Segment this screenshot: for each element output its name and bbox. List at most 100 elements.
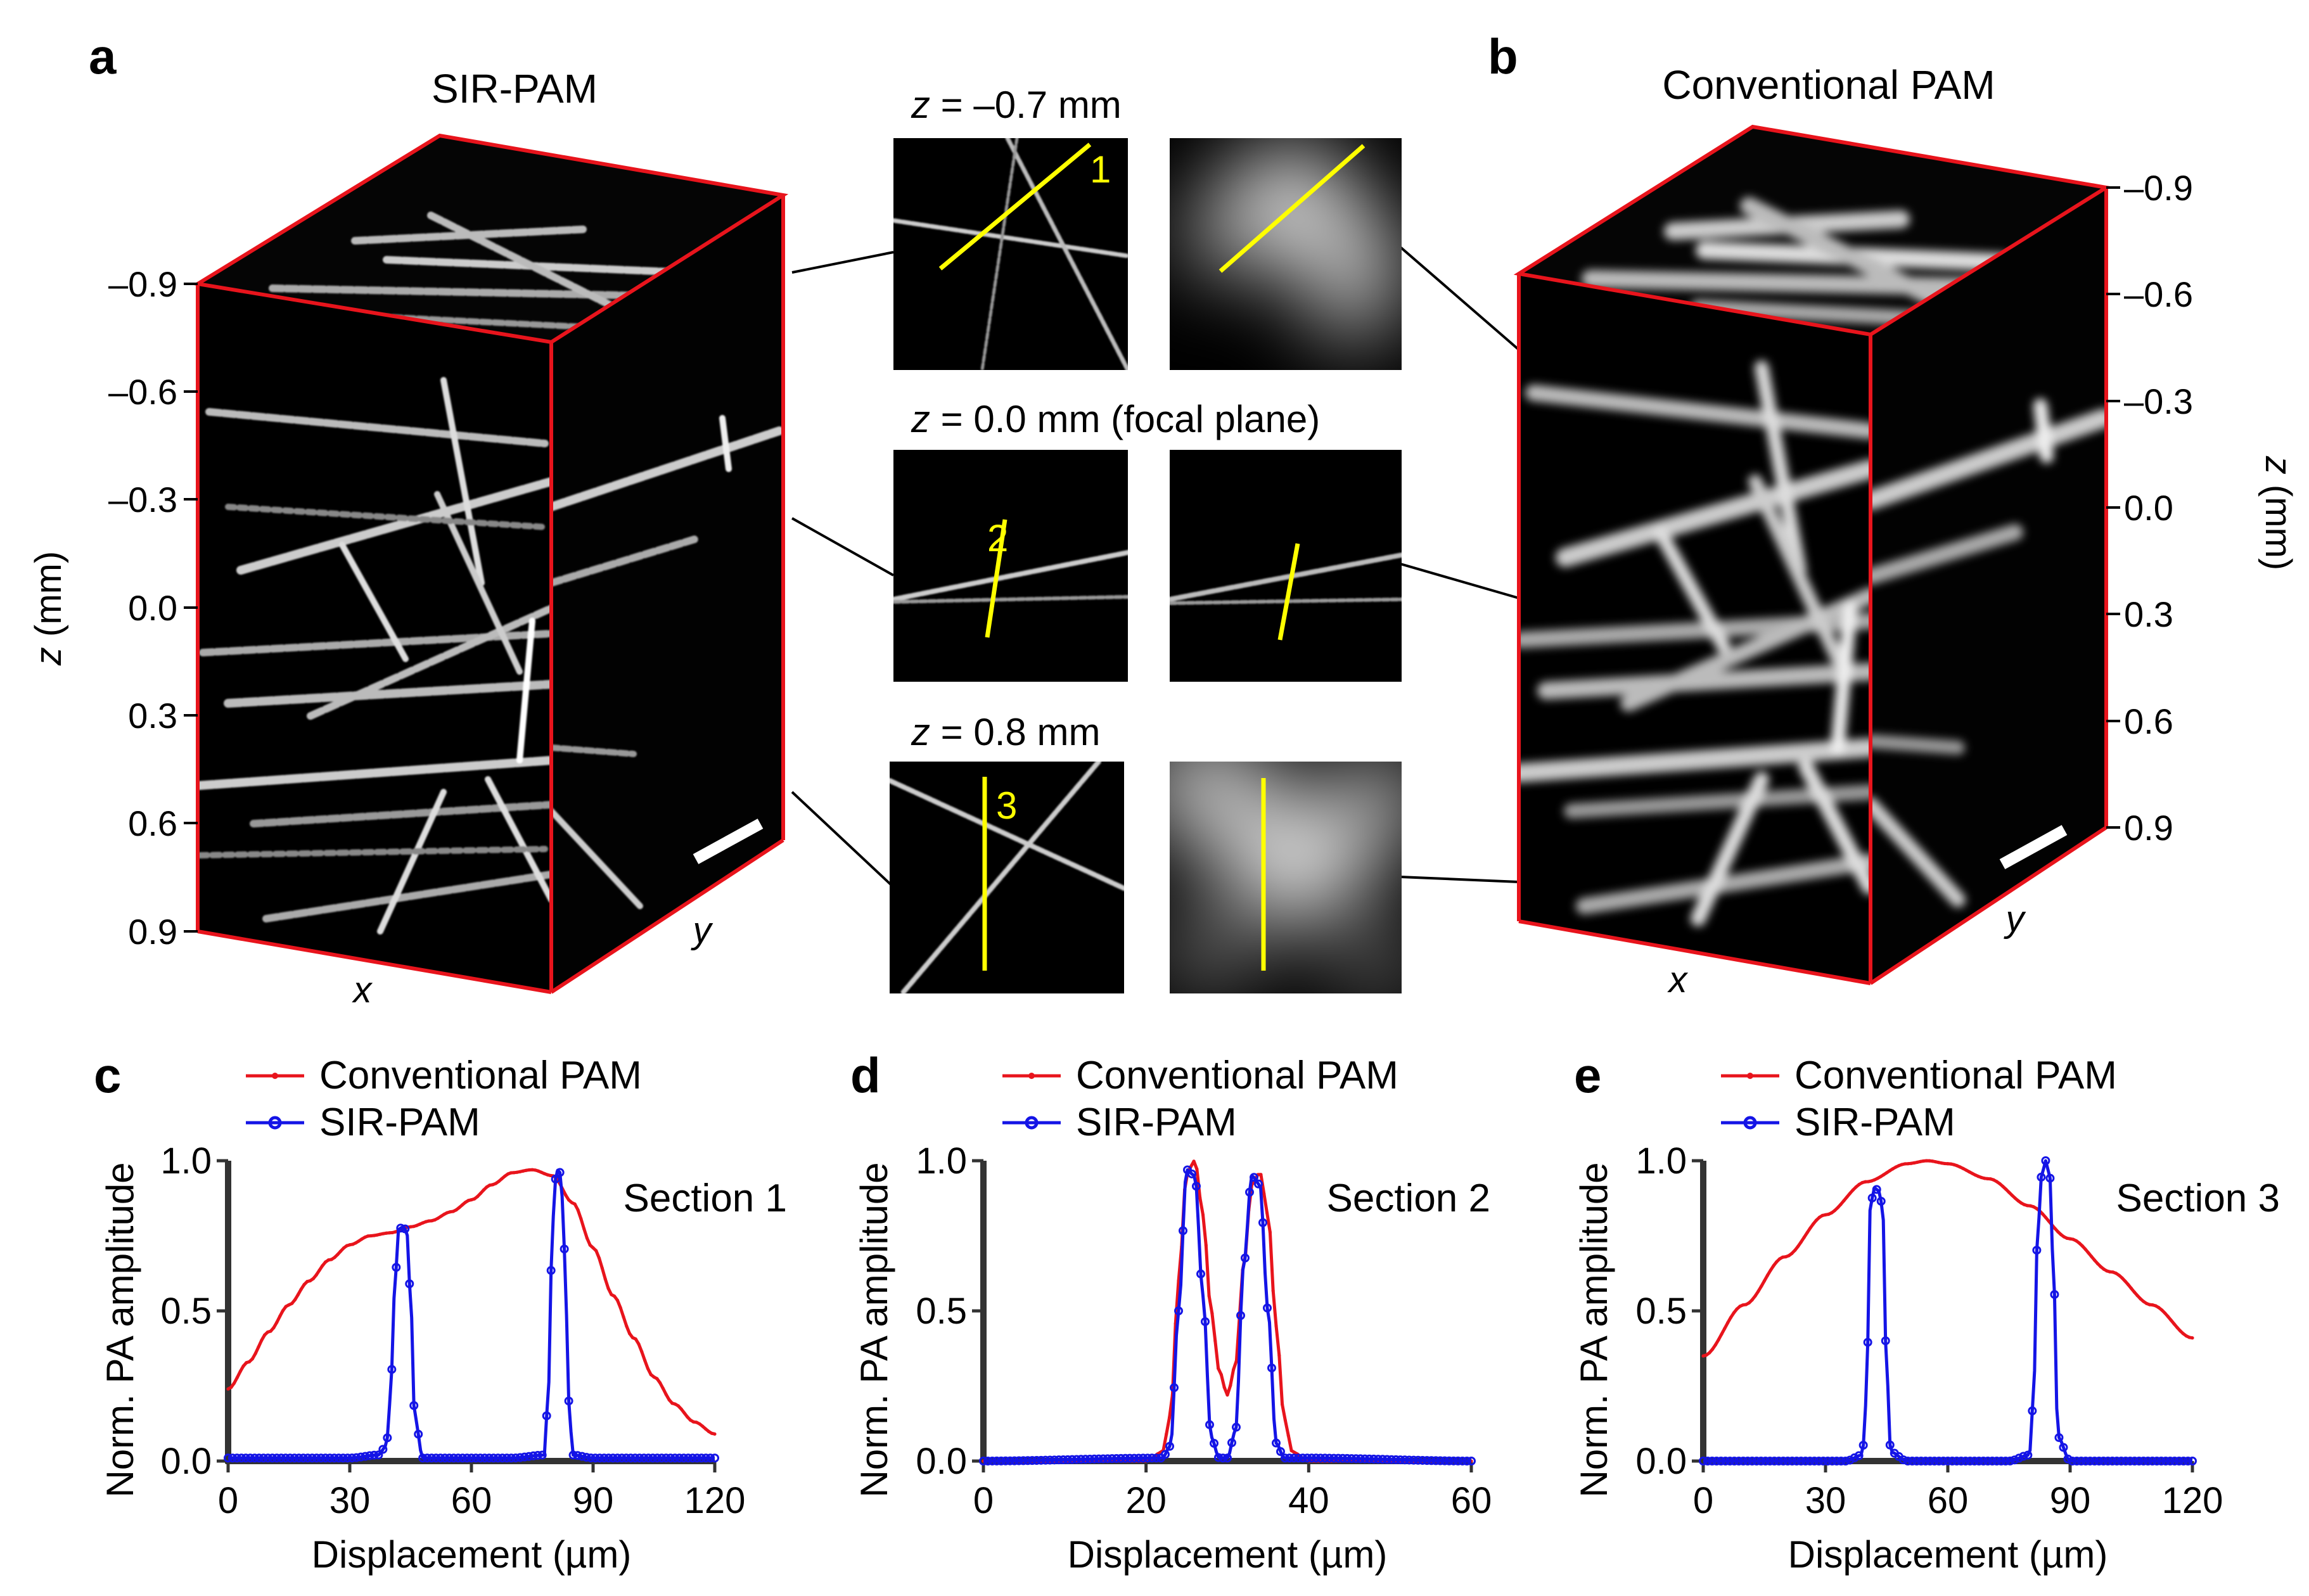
section-label: Section 2 (1326, 1177, 1490, 1220)
data-point-conventional (625, 1324, 629, 1328)
legend-marker-conventional (1747, 1073, 1753, 1079)
data-point-conventional (2093, 1258, 2097, 1262)
data-point-conventional (1888, 1169, 1891, 1173)
data-point-conventional (518, 1170, 522, 1173)
data-point-sir (524, 1452, 534, 1461)
data-point-sir (1979, 1457, 1988, 1465)
data-point-conventional (305, 1280, 309, 1284)
y-axis-title: Norm. PA amplitude (853, 1162, 895, 1497)
data-point-conventional (360, 1237, 364, 1241)
data-point-conventional (1289, 1448, 1293, 1453)
data-point-conventional (2160, 1308, 2164, 1312)
data-point-sir (1823, 1457, 1832, 1465)
data-point-sir (2023, 1450, 2033, 1460)
data-point-conventional (1277, 1353, 1281, 1357)
data-point-conventional (618, 1306, 622, 1310)
data-point-sir (1827, 1457, 1837, 1465)
data-point-sir (1014, 1456, 1023, 1465)
data-point-sir (1258, 1218, 1267, 1227)
data-point-sir (245, 1453, 255, 1463)
data-point-conventional (2102, 1267, 2106, 1271)
data-point-conventional (1756, 1289, 1760, 1293)
panel-letter-d: d (850, 1047, 881, 1103)
data-point-conventional (302, 1282, 306, 1287)
data-point-conventional (378, 1232, 382, 1236)
data-point-sir (1921, 1457, 1930, 1465)
data-point-sir (356, 1452, 366, 1462)
data-point-conventional (591, 1246, 595, 1250)
data-point-sir (630, 1453, 640, 1463)
data-point-sir (1801, 1457, 1810, 1465)
data-point-conventional (691, 1420, 695, 1424)
data-point-conventional (278, 1315, 282, 1318)
data-point-conventional (649, 1372, 653, 1377)
data-point-conventional (317, 1268, 321, 1272)
data-point-sir (383, 1433, 392, 1443)
data-point-conventional (284, 1305, 288, 1308)
x-axis-label-b: x (1667, 959, 1689, 1000)
slice-label-2: z = 0.0 mm (focal plane) (911, 398, 1320, 440)
data-point-sir (1885, 1440, 1895, 1450)
data-point-conventional (2166, 1315, 2170, 1318)
data-point-conventional (1265, 1211, 1269, 1215)
y-axis-title: Norm. PA amplitude (99, 1162, 141, 1497)
data-point-conventional (1961, 1166, 1965, 1170)
data-point-sir (1462, 1456, 1471, 1465)
data-point-sir (343, 1453, 352, 1463)
data-point-conventional (1921, 1159, 1925, 1163)
data-point-conventional (682, 1411, 686, 1415)
data-point-sir (1907, 1457, 1917, 1465)
data-point-conventional (1790, 1251, 1794, 1255)
data-point-sir (1041, 1455, 1050, 1465)
data-point-sir (1196, 1269, 1205, 1279)
data-point-sir (1077, 1455, 1085, 1464)
data-point-sir (2143, 1457, 2152, 1465)
data-point-sir (706, 1453, 715, 1463)
data-point-sir (2094, 1457, 2104, 1465)
data-point-sir (1440, 1456, 1449, 1465)
data-point-conventional (345, 1244, 349, 1248)
data-point-conventional (1830, 1211, 1834, 1215)
data-point-sir (2068, 1457, 2077, 1465)
data-point-conventional (1866, 1180, 1871, 1184)
data-point-sir (2045, 1173, 2055, 1183)
data-point-sir (1748, 1457, 1757, 1465)
data-point-sir (560, 1244, 569, 1254)
data-point-conventional (521, 1169, 525, 1173)
data-point-sir (303, 1453, 312, 1463)
data-point-conventional (387, 1231, 392, 1235)
data-point-conventional (689, 1418, 693, 1422)
data-point-sir (312, 1453, 321, 1463)
data-point-conventional (1992, 1178, 1995, 1182)
data-point-sir (2054, 1433, 2064, 1442)
data-point-sir (1298, 1453, 1307, 1463)
data-point-conventional (2087, 1251, 2090, 1255)
data-point-conventional (412, 1225, 416, 1229)
data-point-conventional (1952, 1163, 1956, 1166)
data-point-conventional (418, 1222, 422, 1226)
data-point-conventional (537, 1169, 540, 1173)
data-point-conventional (2108, 1270, 2112, 1274)
data-point-sir (445, 1453, 454, 1463)
data-point-conventional (2077, 1241, 2082, 1245)
data-point-conventional (2044, 1215, 2047, 1220)
data-point-conventional (613, 1294, 617, 1298)
x-tick-label: 0 (218, 1480, 238, 1521)
data-point-sir (1059, 1455, 1068, 1465)
data-point-conventional (326, 1258, 331, 1262)
data-point-conventional (622, 1315, 625, 1319)
panel-b-title: Conventional PAM (1662, 62, 1995, 108)
data-point-sir (1881, 1336, 1890, 1346)
data-point-conventional (1946, 1162, 1950, 1166)
data-point-sir (1854, 1451, 1864, 1460)
data-point-conventional (442, 1212, 446, 1216)
data-point-sir (1712, 1457, 1722, 1465)
data-point-sir (679, 1453, 689, 1463)
data-point-conventional (2071, 1237, 2075, 1241)
data-point-conventional (1949, 1162, 1953, 1166)
data-point-conventional (1281, 1403, 1284, 1407)
data-point-conventional (1713, 1343, 1717, 1347)
data-point-conventional (1216, 1367, 1220, 1370)
panel-letter-c: c (94, 1047, 121, 1103)
data-point-conventional (1869, 1179, 1873, 1183)
